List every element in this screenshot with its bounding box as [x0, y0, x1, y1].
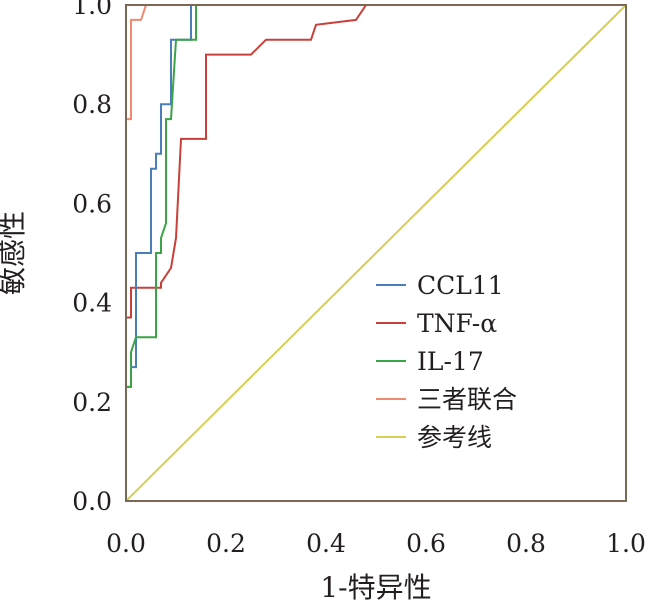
plot-frame	[125, 4, 627, 502]
y-axis-title: 敏感性	[0, 211, 29, 295]
series-line-1	[125, 4, 626, 501]
y-tick-label: 0.6	[72, 189, 112, 218]
x-tick-label: 0.4	[306, 529, 346, 558]
legend-label: TNF-α	[417, 309, 497, 338]
y-tick-label: 0.8	[72, 90, 112, 119]
x-tick-label: 1.0	[606, 529, 646, 558]
y-tick-label: 0.2	[72, 388, 112, 417]
legend-label: IL-17	[417, 347, 484, 376]
y-tick-label: 1.0	[72, 0, 112, 20]
series-line-4	[125, 4, 627, 502]
x-tick-label: 0.6	[406, 529, 446, 558]
legend-label: 参考线	[417, 423, 492, 452]
x-axis-title: 1-特异性	[320, 571, 431, 604]
axis-ticks: 0.0 0.2 0.4 0.6 0.8 1.0 0.0 0.2 0.4 0.6 0.8 1.0	[72, 0, 646, 558]
legend-label: CCL11	[417, 271, 504, 300]
y-tick-label: 0.4	[72, 289, 112, 318]
x-tick-label: 0.0	[106, 529, 146, 558]
y-tick-label: 0.0	[72, 487, 112, 516]
legend-label: 三者联合	[417, 385, 517, 414]
series-lines	[125, 4, 627, 502]
x-tick-label: 0.2	[206, 529, 246, 558]
series-line-2	[125, 4, 626, 501]
x-tick-label: 0.8	[506, 529, 546, 558]
